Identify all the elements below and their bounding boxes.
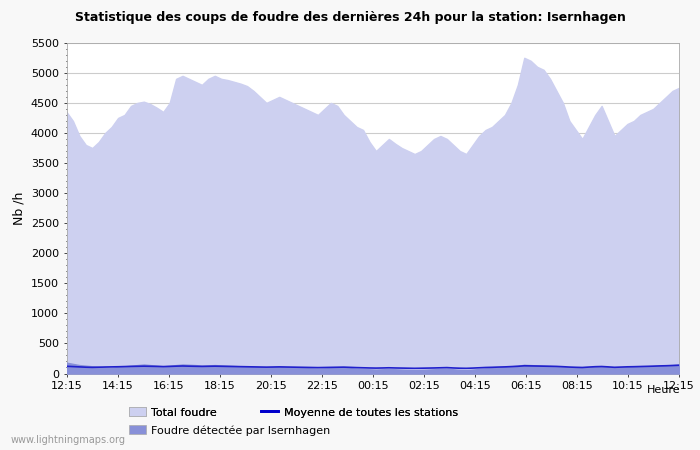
Y-axis label: Nb /h: Nb /h — [12, 191, 25, 225]
Text: Heure: Heure — [647, 385, 680, 395]
Text: www.lightningmaps.org: www.lightningmaps.org — [10, 435, 125, 445]
Legend: Total foudre, Moyenne de toutes les stations: Total foudre, Moyenne de toutes les stat… — [125, 403, 462, 422]
Legend: Foudre détectée par Isernhagen: Foudre détectée par Isernhagen — [125, 421, 335, 440]
Text: Statistique des coups de foudre des dernières 24h pour la station: Isernhagen: Statistique des coups de foudre des dern… — [75, 11, 625, 24]
